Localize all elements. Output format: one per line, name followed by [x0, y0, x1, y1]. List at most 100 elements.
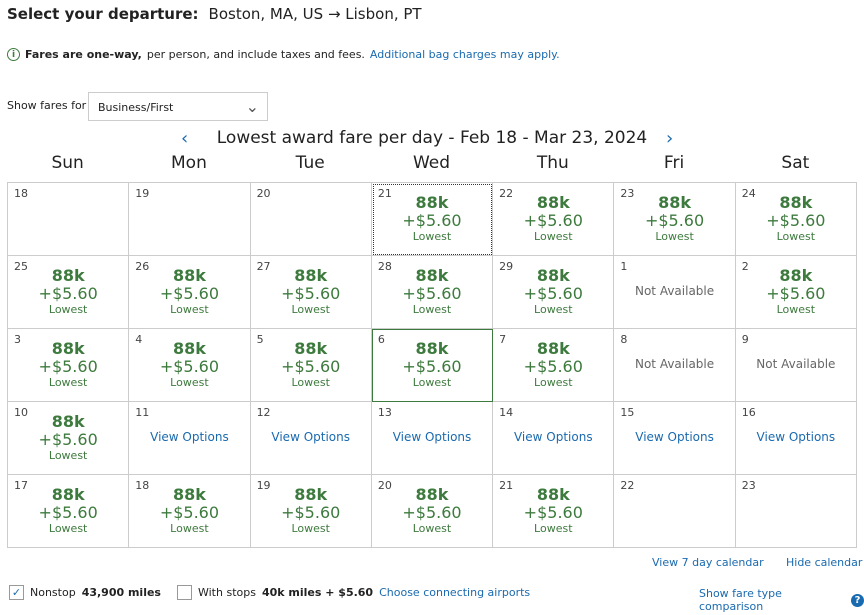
view-options-link[interactable]: View Options — [271, 430, 350, 444]
calendar-day-cell[interactable]: 20 88k +$5.60 Lowest — [371, 475, 494, 548]
calendar-day-cell[interactable]: 16 View Options — [735, 402, 857, 475]
fare-miles: 88k — [51, 485, 85, 504]
calendar-day-cell[interactable]: 22 88k +$5.60 Lowest — [493, 183, 615, 256]
calendar-day-cell[interactable]: 4 88k +$5.60 Lowest — [129, 329, 251, 402]
day-number: 3 — [14, 333, 21, 346]
stop-filters: ✓ Nonstop 43,900 miles With stops 40k miles… — [9, 585, 530, 600]
fare-tax: +$5.60 — [159, 503, 220, 522]
fare-note: Lowest — [412, 230, 452, 243]
calendar-day-cell[interactable]: 20 — [250, 183, 372, 256]
fare-miles: 88k — [294, 266, 328, 285]
day-number: 16 — [741, 406, 756, 419]
fare-note: Lowest — [291, 522, 330, 535]
calendar-day-cell[interactable]: 6 88k +$5.60 Lowest — [371, 329, 494, 402]
with-stops-checkbox[interactable] — [176, 585, 192, 600]
fare-tax: +$5.60 — [766, 284, 826, 303]
view-options-link[interactable]: View Options — [392, 430, 472, 444]
fare-tax: +$5.60 — [281, 503, 341, 522]
choose-connecting-airports-link[interactable]: Choose connecting airports — [379, 586, 531, 599]
calendar-day-cell[interactable]: 14 View Options — [493, 402, 615, 475]
calendar-day-cell[interactable]: 21 88k +$5.60 Lowest — [493, 475, 615, 548]
fare-note: Lowest — [412, 522, 452, 535]
calendar-day-cell[interactable]: 22 — [614, 475, 736, 548]
calendar-day-cell[interactable]: 19 — [129, 183, 251, 256]
calendar-day-cell[interactable]: 2 88k +$5.60 Lowest — [735, 256, 857, 329]
fare-miles: 88k — [172, 266, 206, 285]
not-available-label: Not Available — [634, 357, 715, 371]
calendar-day-cell[interactable]: 29 88k +$5.60 Lowest — [493, 256, 615, 329]
view-options-link[interactable]: View Options — [635, 430, 714, 444]
with-stops-label: With stops — [197, 586, 256, 599]
fare-miles: 88k — [536, 266, 570, 285]
calendar-day-cell[interactable]: 15 View Options — [614, 402, 736, 475]
view-7-day-calendar-link[interactable]: View 7 day calendar — [652, 556, 764, 569]
fare-class-select[interactable]: Business/First ⌄ — [88, 92, 268, 121]
calendar-day-cell[interactable]: 18 88k +$5.60 Lowest — [129, 475, 251, 548]
fare-miles: 88k — [658, 193, 692, 212]
calendar-day-cell[interactable]: 28 88k +$5.60 Lowest — [371, 256, 494, 329]
fare-note: Lowest — [291, 376, 330, 389]
weekday-label: Tue — [295, 153, 325, 173]
fare-note: Lowest — [776, 303, 816, 316]
view-options-link[interactable]: View Options — [150, 430, 229, 444]
fare-miles: 88k — [51, 339, 85, 358]
calendar-day-cell[interactable]: 19 88k +$5.60 Lowest — [250, 475, 372, 548]
calendar-day-cell[interactable]: 21 88k +$5.60 Lowest — [371, 183, 494, 256]
day-number: 13 — [377, 406, 392, 419]
hide-calendar-link[interactable]: Hide calendar — [786, 556, 863, 569]
show-fare-type-comparison-link[interactable]: Show fare type comparison — [699, 587, 782, 613]
day-number: 14 — [499, 406, 514, 419]
view-options-link[interactable]: View Options — [756, 430, 836, 444]
weekday-label: Wed — [412, 153, 451, 173]
calendar-day-cell[interactable]: 8 Not Available — [614, 329, 736, 402]
calendar-day-cell[interactable]: 7 88k +$5.60 Lowest — [493, 329, 615, 402]
day-number: 29 — [499, 260, 514, 273]
nonstop-checkbox[interactable]: ✓ — [9, 585, 24, 600]
weekday-label: Thu — [536, 153, 569, 173]
calendar-day-cell[interactable]: 10 88k +$5.60 Lowest — [8, 402, 130, 475]
fare-tax: +$5.60 — [38, 284, 98, 303]
fare-miles: 88k — [51, 266, 85, 285]
fare-note: Lowest — [534, 376, 573, 389]
calendar-day-cell[interactable]: 3 88k +$5.60 Lowest — [8, 329, 130, 402]
calendar-day-cell[interactable]: 25 88k +$5.60 Lowest — [8, 256, 130, 329]
fare-tax: +$5.60 — [281, 357, 341, 376]
day-number: 12 — [256, 406, 271, 419]
bag-charges-link[interactable]: Additional bag charges may apply. — [369, 48, 560, 61]
fare-tax: +$5.60 — [38, 430, 98, 449]
info-icon: i — [7, 48, 20, 61]
calendar-day-cell[interactable]: 23 88k +$5.60 Lowest — [614, 183, 736, 256]
day-number: 27 — [256, 260, 271, 273]
fare-class-value: Business/First — [98, 101, 174, 114]
fare-tax: +$5.60 — [38, 503, 98, 522]
help-icon[interactable]: ? — [851, 593, 864, 607]
calendar-day-cell[interactable]: 5 88k +$5.60 Lowest — [250, 329, 372, 402]
calendar-day-cell[interactable]: 17 88k +$5.60 Lowest — [8, 475, 130, 548]
calendar-day-cell[interactable]: 13 View Options — [371, 402, 494, 475]
day-number: 20 — [377, 479, 392, 492]
calendar-day-cell[interactable]: 23 — [735, 475, 857, 548]
calendar-day-cell[interactable]: 27 88k +$5.60 Lowest — [250, 256, 372, 329]
fare-tax: +$5.60 — [159, 284, 220, 303]
calendar-day-cell[interactable]: 18 — [8, 183, 130, 256]
calendar-day-cell[interactable]: 11 View Options — [129, 402, 251, 475]
prev-month-button[interactable]: ‹ — [181, 128, 189, 149]
info-bold: Fares are one-way, — [25, 48, 142, 61]
calendar-day-cell[interactable]: 26 88k +$5.60 Lowest — [129, 256, 251, 329]
fare-tax: +$5.60 — [523, 211, 583, 230]
fare-note: Lowest — [170, 376, 209, 389]
calendar-day-cell[interactable]: 12 View Options — [250, 402, 372, 475]
fare-tax: +$5.60 — [523, 284, 583, 303]
weekday-label: Mon — [171, 153, 207, 173]
calendar-day-cell[interactable]: 24 88k +$5.60 Lowest — [735, 183, 857, 256]
calendar-day-cell[interactable]: 9 Not Available — [735, 329, 857, 402]
fare-tax: +$5.60 — [402, 503, 462, 522]
calendar-day-cell[interactable]: 1 Not Available — [614, 256, 736, 329]
fare-miles: 88k — [536, 193, 570, 212]
weekday-header: Sun Mon Tue Wed Thu Fri Sat — [7, 153, 856, 173]
fare-tax: +$5.60 — [159, 357, 220, 376]
fare-tax: +$5.60 — [402, 211, 462, 230]
view-options-link[interactable]: View Options — [513, 430, 593, 444]
next-month-button[interactable]: › — [666, 128, 674, 149]
day-number: 10 — [14, 406, 28, 419]
